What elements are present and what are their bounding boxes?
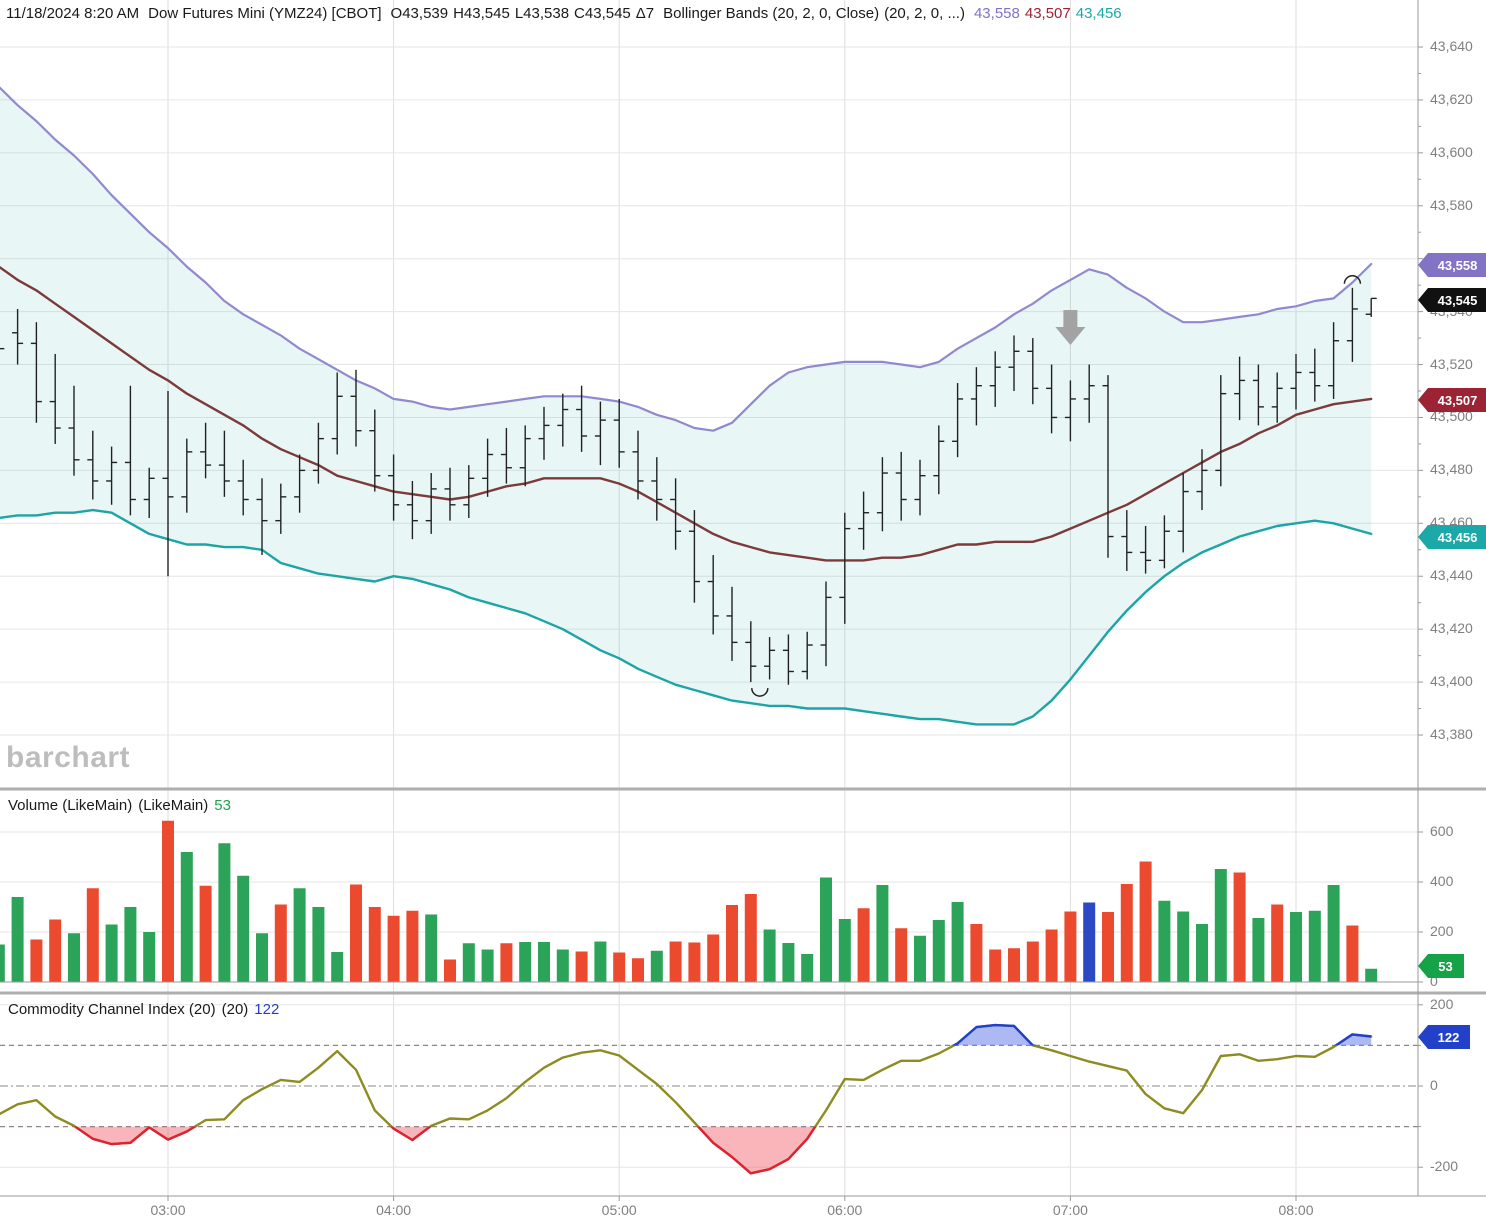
header-close: C43,545 — [574, 5, 631, 22]
axis-badge-43545: 43,545 — [1418, 288, 1486, 312]
cci-axis-label: 0 — [1430, 1077, 1438, 1093]
bollinger-upper-line — [0, 86, 1373, 432]
chart-header: 11/18/2024 8:20 AM Dow Futures Mini (YMZ2… — [6, 5, 1131, 22]
bollinger-middle-line — [0, 265, 1373, 562]
header-open: O43,539 — [390, 5, 449, 22]
price-axis-label: 43,620 — [1430, 90, 1473, 107]
header-study-params: (20, 2, 0, ...) — [884, 5, 965, 22]
cci-title-param: (20) — [221, 1001, 249, 1018]
price-axis-label: 43,480 — [1430, 461, 1473, 478]
time-axis-label: 06:00 — [827, 1202, 863, 1218]
cci-overbought-fill — [951, 1023, 1372, 1046]
axis-badge-122: 122 — [1418, 1025, 1470, 1049]
bollinger-lower-line — [0, 508, 1373, 726]
cci-oversold-fill — [0, 1126, 1372, 1175]
volume-panel-title: Volume (LikeMain) (LikeMain) 53 — [8, 797, 237, 814]
volume-axis-label: 200 — [1430, 923, 1454, 939]
axis-badge-43507: 43,507 — [1418, 388, 1486, 412]
axis-badge-43456: 43,456 — [1418, 525, 1486, 549]
time-axis-label: 08:00 — [1278, 1202, 1314, 1218]
time-axis-label: 04:00 — [376, 1202, 412, 1218]
header-high: H43,545 — [453, 5, 510, 22]
header-upper-band-value: 43,558 — [973, 5, 1020, 22]
volume-title-param: (LikeMain) — [138, 797, 209, 814]
header-symbol: Dow Futures Mini (YMZ24) [CBOT] — [148, 5, 382, 22]
volume-axis-label: 600 — [1430, 823, 1454, 839]
volume-last-value: 53 — [214, 797, 231, 814]
barchart-logo: barchart — [6, 741, 131, 774]
volume-title-text: Volume (LikeMain) — [8, 797, 133, 814]
panel-separator — [0, 787, 1486, 791]
axis-badge-43558: 43,558 — [1418, 253, 1486, 277]
cci-axis-label: 200 — [1430, 995, 1454, 1012]
volume-axis-label: 400 — [1430, 873, 1454, 889]
time-axis-label: 03:00 — [150, 1202, 186, 1218]
time-axis-label: 07:00 — [1052, 1202, 1088, 1218]
price-axis-label: 43,500 — [1430, 408, 1473, 425]
header-middle-band-value: 43,507 — [1024, 5, 1071, 22]
header-change: Δ7 — [635, 5, 655, 22]
price-axis-label: 43,440 — [1430, 567, 1473, 584]
cci-last-value: 122 — [254, 1001, 280, 1018]
cci-panel-title: Commodity Channel Index (20) (20) 122 — [8, 1001, 285, 1018]
sell-signal-arrow-icon — [1055, 310, 1086, 345]
price-axis-label: 43,580 — [1430, 196, 1473, 213]
price-axis-label: 43,380 — [1430, 726, 1473, 742]
price-axis-label: 43,520 — [1430, 355, 1473, 372]
cci-line — [0, 1023, 1373, 1175]
ohlc-bars — [0, 287, 1377, 685]
axis-badge-53: 53 — [1418, 954, 1464, 978]
price-axis-label: 43,600 — [1430, 143, 1473, 160]
bollinger-band-fill — [0, 87, 1372, 725]
header-study: Bollinger Bands (20, 2, 0, Close) — [663, 5, 880, 22]
panel-separator — [0, 991, 1486, 995]
header-lower-band-value: 43,456 — [1075, 5, 1122, 22]
price-axis-label: 43,400 — [1430, 673, 1473, 690]
price-axis-label: 43,420 — [1430, 620, 1473, 637]
volume-axis-label: 0 — [1430, 973, 1438, 989]
time-axis-label: 05:00 — [601, 1202, 637, 1218]
header-datetime: 11/18/2024 8:20 AM — [6, 5, 140, 22]
volume-bars — [0, 820, 1378, 982]
cycle-high-marker-icon — [1343, 275, 1362, 284]
cci-axis-label: -200 — [1430, 1158, 1459, 1175]
header-low: L43,538 — [514, 5, 570, 22]
price-axis-label: 43,640 — [1430, 38, 1473, 54]
cci-title-text: Commodity Channel Index (20) — [8, 1001, 216, 1018]
cycle-low-marker-icon — [751, 687, 769, 697]
